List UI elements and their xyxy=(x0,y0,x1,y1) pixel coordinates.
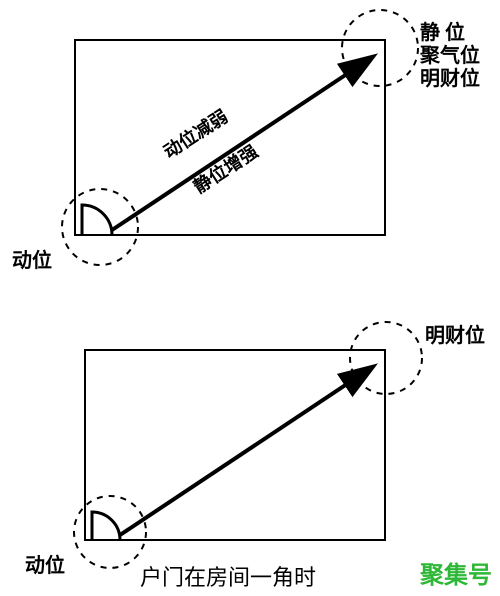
top-door-arc xyxy=(82,205,112,235)
diagram-canvas: 静 位 聚气位 明财位 动位 动位减弱 静位增强 明财位 动位 户门在房间一角时… xyxy=(0,0,500,596)
top-door-label: 动位 xyxy=(12,250,52,273)
top-target-line3: 明财位 xyxy=(420,68,480,91)
diagram-caption: 户门在房间一角时 xyxy=(140,560,316,592)
top-target-line1: 静 位 xyxy=(420,22,480,45)
bottom-room-rect xyxy=(85,350,385,540)
top-target-line2: 聚气位 xyxy=(420,45,480,68)
bottom-door-arc xyxy=(92,512,120,540)
top-room-rect xyxy=(75,40,385,235)
bottom-arrow xyxy=(120,370,368,535)
top-door-dashed-circle xyxy=(62,189,138,265)
watermark: 聚集号 xyxy=(420,555,492,590)
top-target-dashed-circle xyxy=(342,10,418,86)
bottom-target-label: 明财位 xyxy=(425,325,485,348)
bottom-door-label: 动位 xyxy=(25,555,65,578)
top-target-labels: 静 位 聚气位 明财位 xyxy=(420,22,480,91)
